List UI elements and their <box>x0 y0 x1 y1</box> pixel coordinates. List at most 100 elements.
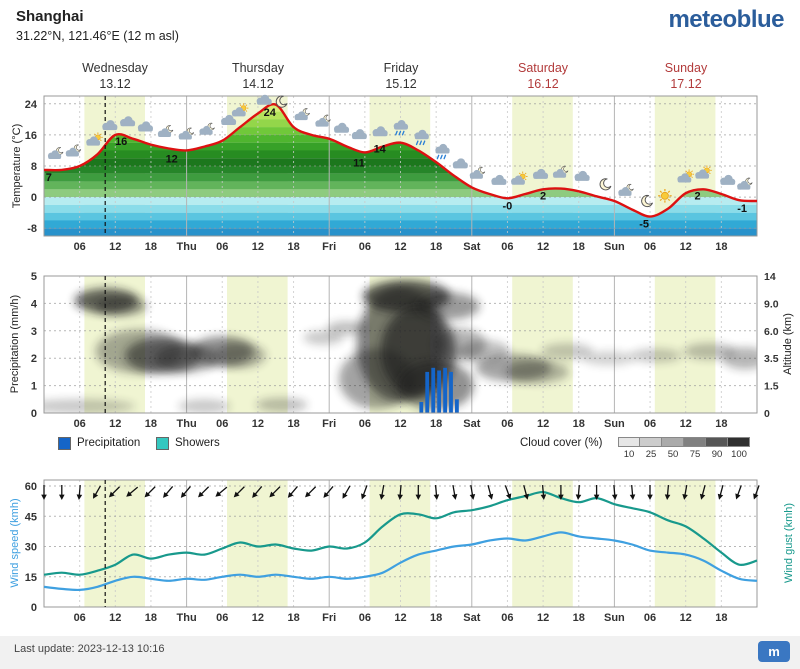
wind-arrow-icon <box>629 484 636 500</box>
rain-icon <box>435 143 450 160</box>
day-header-wednesday: Wednesday 13.12 <box>82 61 148 92</box>
svg-text:9.0: 9.0 <box>764 298 779 310</box>
daylight-band <box>84 480 145 607</box>
svg-text:06: 06 <box>359 612 371 624</box>
svg-text:06: 06 <box>644 612 656 624</box>
time-axis-labels: 06 12 18 06 12 18 06 12 18 06 12 18 06 12 18 Thu Fri Sat S… <box>74 612 728 624</box>
rain-icon <box>393 120 409 136</box>
meteoblue-logo[interactable]: meteoblue <box>668 6 784 33</box>
temperature-value-labels: 7 16 12 24 11 14 -0 2 -5 2 -1 <box>46 107 747 231</box>
svg-text:18: 18 <box>573 418 585 430</box>
moon-cloud-icon <box>737 177 753 190</box>
sun-cloud-icon <box>511 171 528 185</box>
wind-arrow-icon <box>397 484 403 500</box>
wind-arrow-icon <box>415 485 422 500</box>
svg-text:06: 06 <box>216 612 228 624</box>
svg-text:18: 18 <box>715 241 727 253</box>
wind-arrow-icon <box>41 485 47 500</box>
svg-text:18: 18 <box>715 612 727 624</box>
svg-text:12: 12 <box>537 241 549 253</box>
svg-text:06: 06 <box>501 612 513 624</box>
cloud-icon <box>452 158 468 169</box>
wind-arrow-icon <box>682 484 688 500</box>
svg-text:7: 7 <box>46 172 52 184</box>
svg-text:12: 12 <box>252 418 264 430</box>
svg-text:0: 0 <box>31 602 37 614</box>
cloud-cover-label: Cloud cover (%) <box>520 437 603 449</box>
svg-text:14: 14 <box>764 271 776 283</box>
svg-text:06: 06 <box>359 241 371 253</box>
wind-arrow-icon <box>323 485 334 498</box>
svg-text:16: 16 <box>25 130 37 142</box>
precipitation-legend-label: Precipitation <box>77 437 141 449</box>
svg-text:06: 06 <box>216 418 228 430</box>
daylight-band <box>654 480 716 607</box>
cloud-icon <box>491 174 507 185</box>
svg-text:5: 5 <box>31 271 37 283</box>
svg-text:0: 0 <box>31 192 37 204</box>
svg-text:18: 18 <box>430 612 442 624</box>
day-header-sunday: Sunday 17.12 <box>664 61 708 92</box>
svg-text:6.0: 6.0 <box>764 326 779 338</box>
day-header-saturday: Saturday 16.12 <box>517 61 569 92</box>
svg-text:Fri: Fri <box>322 241 336 253</box>
svg-text:18: 18 <box>145 418 157 430</box>
wind-arrow-icon <box>540 484 547 500</box>
svg-text:Thu: Thu <box>177 241 197 253</box>
svg-text:0: 0 <box>31 408 37 420</box>
moon-cloud-icon <box>294 108 310 121</box>
rain-icon <box>414 129 429 146</box>
cloud-icon <box>120 116 136 127</box>
svg-text:06: 06 <box>216 241 228 253</box>
svg-text:06: 06 <box>501 241 513 253</box>
svg-text:14: 14 <box>374 144 387 156</box>
moon-cloud-icon <box>157 125 174 138</box>
svg-text:12: 12 <box>680 241 692 253</box>
daylight-band <box>512 480 573 607</box>
svg-text:Thu: Thu <box>177 612 197 624</box>
wind-arrow-icon <box>180 485 191 498</box>
svg-text:12: 12 <box>166 153 178 165</box>
svg-text:-0: -0 <box>503 200 513 212</box>
svg-text:12: 12 <box>394 241 406 253</box>
cloud-cover-layers <box>44 280 757 413</box>
svg-text:12: 12 <box>109 418 121 430</box>
meteoblue-mark-icon[interactable]: m <box>758 641 790 662</box>
wind-arrow-icon <box>487 485 494 500</box>
svg-text:18: 18 <box>145 241 157 253</box>
cloud-icon <box>574 170 590 181</box>
svg-text:Sat: Sat <box>463 612 480 624</box>
cloud-icon <box>102 120 118 131</box>
showers-legend-label: Showers <box>175 437 220 449</box>
legend: Precipitation Showers Cloud cover (%) 10… <box>0 434 800 464</box>
moon-cloud-icon <box>618 183 634 196</box>
wind-gust-line <box>43 490 758 576</box>
svg-text:12: 12 <box>109 612 121 624</box>
wind-speed-line <box>43 531 758 592</box>
cloud-icon <box>532 168 549 179</box>
svg-text:06: 06 <box>74 612 86 624</box>
wind-arrow-icon <box>558 485 564 500</box>
svg-text:-5: -5 <box>639 219 649 231</box>
wind-arrow-icon <box>504 485 512 500</box>
svg-text:06: 06 <box>644 418 656 430</box>
svg-text:Fri: Fri <box>322 418 336 430</box>
weather-icons <box>47 94 753 208</box>
svg-text:18: 18 <box>430 418 442 430</box>
wind-arrow-icon <box>59 485 65 500</box>
svg-text:18: 18 <box>145 612 157 624</box>
wind-arrow-icon <box>575 484 582 500</box>
svg-text:24: 24 <box>25 99 38 111</box>
svg-text:06: 06 <box>74 418 86 430</box>
wind-arrow-icon <box>233 486 245 498</box>
wind-arrow-icon <box>342 485 351 499</box>
svg-text:30: 30 <box>25 542 37 554</box>
temperature-curve <box>43 102 758 218</box>
svg-text:16: 16 <box>115 136 127 148</box>
svg-text:12: 12 <box>109 241 121 253</box>
svg-text:12: 12 <box>394 418 406 430</box>
svg-text:12: 12 <box>394 612 406 624</box>
